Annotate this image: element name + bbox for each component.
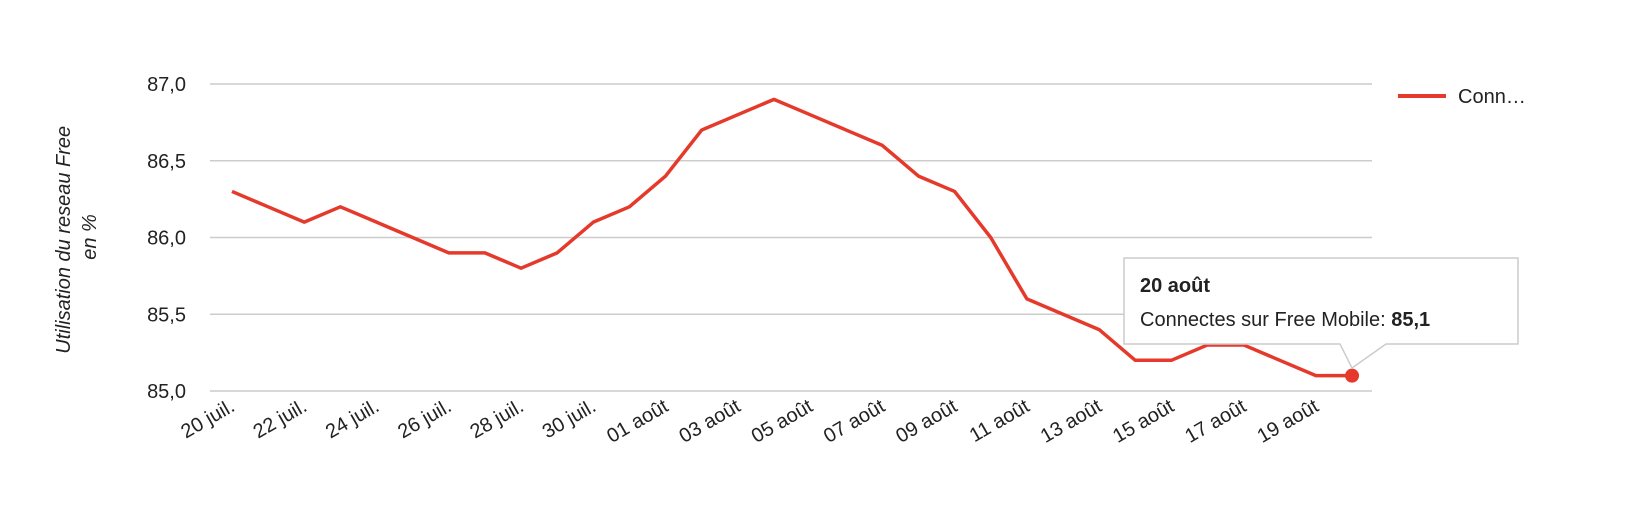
tooltip-label: Connectes sur Free Mobile: <box>1140 309 1386 331</box>
highlight-point <box>1345 368 1360 383</box>
x-tick-label: 28 juil. <box>466 395 527 443</box>
x-tick-label: 19 août <box>1254 395 1323 448</box>
x-tick-label: 11 août <box>966 395 1034 447</box>
x-tick-label: 05 août <box>748 395 817 448</box>
tooltip-box <box>1123 257 1519 370</box>
x-tick-label: 13 août <box>1037 395 1106 448</box>
legend-label: Conn… <box>1458 86 1526 108</box>
x-tick-label: 07 août <box>820 395 889 448</box>
y-axis-label-line: Utilisation du reseau Free <box>53 126 75 354</box>
plot <box>231 97 1360 383</box>
x-tick-label: 17 août <box>1181 395 1250 448</box>
tooltip-value: 85,1 <box>1391 309 1430 331</box>
x-tick-label: 09 août <box>892 395 961 448</box>
y-tick-label: 85,0 <box>147 381 186 403</box>
y-tick-label: 86,5 <box>147 151 186 173</box>
tooltip-text: Connectes sur Free Mobile: 85,1 <box>1140 309 1430 331</box>
y-axis-label-line: en % <box>79 214 101 260</box>
tooltip: 20 août Connectes sur Free Mobile: 85,1 <box>1123 257 1519 370</box>
y-tick-label: 85,5 <box>147 304 186 326</box>
x-tick-label: 03 août <box>676 395 745 448</box>
tooltip-title: 20 août <box>1140 275 1210 297</box>
x-tick-label: 24 juil. <box>322 395 383 443</box>
y-tick-label: 87,0 <box>147 74 186 96</box>
x-tick-label: 22 juil. <box>250 395 311 443</box>
x-tick-label: 15 août <box>1109 395 1178 448</box>
x-tick-label: 30 juil. <box>539 395 600 443</box>
line <box>231 97 1353 378</box>
x-tick-label: 20 juil. <box>177 395 238 443</box>
x-tick-label: 01 août <box>603 395 672 448</box>
x-tick-label: 26 juil. <box>394 395 455 443</box>
y-tick-label: 86,0 <box>147 228 186 250</box>
y-axis-label: Utilisation du reseau Free en % <box>53 120 101 353</box>
legend: Conn… <box>1398 86 1526 108</box>
